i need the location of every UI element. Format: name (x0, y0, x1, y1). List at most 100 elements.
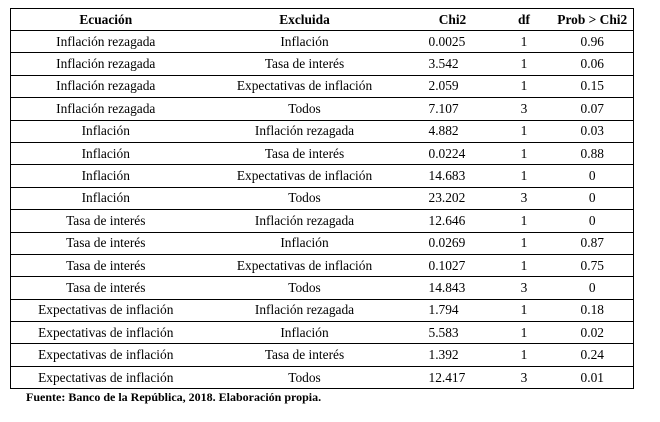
cell-chi2: 1.392 (408, 343, 497, 367)
table-row: Tasa de interés Inflación rezagada 12.646 1… (10, 209, 634, 233)
cell-excluida: Todos (200, 366, 409, 390)
cell-prob: 0.02 (551, 321, 634, 345)
cell-prob: 0.96 (551, 30, 634, 54)
cell-prob: 0 (551, 164, 634, 188)
cell-ecuacion: Inflación (10, 187, 201, 211)
cell-prob: 0.24 (551, 343, 634, 367)
cell-prob: 0 (551, 187, 634, 211)
table-row: Inflación rezagada Inflación 0.0025 1 0.96 (10, 30, 634, 54)
table-body: Inflación rezagada Inflación 0.0025 1 0.96 In… (10, 30, 634, 390)
cell-chi2: 12.417 (408, 366, 497, 390)
cell-df: 1 (496, 321, 552, 345)
cell-ecuacion: Inflación rezagada (10, 30, 201, 54)
cell-ecuacion: Tasa de interés (10, 232, 201, 255)
table-row: Inflación rezagada Expectativas de inflac… (10, 75, 634, 99)
table-row: Inflación Inflación rezagada 4.882 1 0.03 (10, 120, 634, 143)
cell-ecuacion: Inflación rezagada (10, 97, 201, 121)
header-excluida: Excluida (200, 8, 409, 31)
table-row: Tasa de interés Inflación 0.0269 1 0.87 (10, 232, 634, 255)
cell-excluida: Inflación (200, 232, 409, 255)
table-row: Expectativas de inflación Inflación rezag… (10, 299, 634, 323)
cell-ecuacion: Inflación (10, 120, 201, 143)
header-chi2: Chi2 (408, 8, 497, 31)
cell-chi2: 5.583 (408, 321, 497, 345)
cell-excluida: Todos (200, 97, 409, 121)
cell-excluida: Tasa de interés (200, 343, 409, 367)
cell-chi2: 0.0269 (408, 232, 497, 255)
cell-chi2: 0.0224 (408, 142, 497, 166)
cell-df: 3 (496, 366, 552, 390)
cell-df: 1 (496, 209, 552, 233)
cell-prob: 0.01 (551, 366, 634, 390)
table-row: Expectativas de inflación Todos 12.417 3 0.0… (10, 366, 634, 390)
cell-df: 1 (496, 299, 552, 323)
cell-chi2: 12.646 (408, 209, 497, 233)
table-row: Expectativas de inflación Inflación 5.583 1… (10, 321, 634, 345)
granger-causality-table: Ecuación Excluida Chi2 df Prob > Chi2 In… (10, 8, 634, 390)
source-note: Fuente: Banco de la República, 2018. Ela… (26, 390, 322, 404)
cell-excluida: Tasa de interés (200, 52, 409, 76)
cell-df: 3 (496, 276, 552, 300)
cell-excluida: Expectativas de inflación (200, 254, 409, 278)
cell-chi2: 1.794 (408, 299, 497, 323)
cell-ecuacion: Expectativas de inflación (10, 343, 201, 367)
cell-df: 1 (496, 75, 552, 99)
table-row: Inflación Tasa de interés 0.0224 1 0.88 (10, 142, 634, 166)
table-header-row: Ecuación Excluida Chi2 df Prob > Chi2 (10, 8, 634, 31)
table-row: Inflación rezagada Tasa de interés 3.542 1 0… (10, 52, 634, 76)
cell-chi2: 14.843 (408, 276, 497, 300)
cell-ecuacion: Inflación (10, 142, 201, 166)
cell-prob: 0.88 (551, 142, 634, 166)
cell-excluida: Tasa de interés (200, 142, 409, 166)
cell-chi2: 0.0025 (408, 30, 497, 54)
cell-chi2: 2.059 (408, 75, 497, 99)
cell-chi2: 23.202 (408, 187, 497, 211)
cell-excluida: Expectativas de inflación (200, 75, 409, 99)
table-row: Inflación Todos 23.202 3 0 (10, 187, 634, 211)
cell-ecuacion: Expectativas de inflación (10, 321, 201, 345)
table-row: Inflación Expectativas de inflación 14.683… (10, 164, 634, 188)
cell-prob: 0.03 (551, 120, 634, 143)
cell-prob: 0 (551, 276, 634, 300)
cell-df: 1 (496, 52, 552, 76)
cell-ecuacion: Tasa de interés (10, 209, 201, 233)
cell-excluida: Expectativas de inflación (200, 164, 409, 188)
cell-ecuacion: Tasa de interés (10, 254, 201, 278)
cell-prob: 0 (551, 209, 634, 233)
cell-df: 1 (496, 142, 552, 166)
table-row: Inflación rezagada Todos 7.107 3 0.07 (10, 97, 634, 121)
cell-df: 1 (496, 164, 552, 188)
cell-chi2: 7.107 (408, 97, 497, 121)
header-df: df (496, 8, 552, 31)
cell-excluida: Todos (200, 187, 409, 211)
cell-prob: 0.15 (551, 75, 634, 99)
cell-prob: 0.18 (551, 299, 634, 323)
table-row: Tasa de interés Todos 14.843 3 0 (10, 276, 634, 300)
cell-df: 3 (496, 97, 552, 121)
cell-chi2: 3.542 (408, 52, 497, 76)
cell-chi2: 0.1027 (408, 254, 497, 278)
cell-prob: 0.06 (551, 52, 634, 76)
cell-ecuacion: Inflación rezagada (10, 75, 201, 99)
cell-df: 1 (496, 120, 552, 143)
cell-df: 3 (496, 187, 552, 211)
cell-excluida: Inflación (200, 30, 409, 54)
cell-prob: 0.75 (551, 254, 634, 278)
cell-ecuacion: Expectativas de inflación (10, 299, 201, 323)
granger-causality-table-wrapper: Ecuación Excluida Chi2 df Prob > Chi2 In… (10, 8, 634, 390)
cell-excluida: Inflación rezagada (200, 209, 409, 233)
cell-excluida: Inflación rezagada (200, 120, 409, 143)
cell-prob: 0.07 (551, 97, 634, 121)
cell-excluida: Todos (200, 276, 409, 300)
cell-df: 1 (496, 343, 552, 367)
cell-ecuacion: Inflación (10, 164, 201, 188)
cell-df: 1 (496, 254, 552, 278)
cell-ecuacion: Expectativas de inflación (10, 366, 201, 390)
cell-ecuacion: Tasa de interés (10, 276, 201, 300)
cell-prob: 0.87 (551, 232, 634, 255)
header-ecuacion: Ecuación (10, 8, 201, 31)
table-row: Expectativas de inflación Tasa de interés… (10, 343, 634, 367)
cell-ecuacion: Inflación rezagada (10, 52, 201, 76)
cell-chi2: 4.882 (408, 120, 497, 143)
cell-df: 1 (496, 30, 552, 54)
